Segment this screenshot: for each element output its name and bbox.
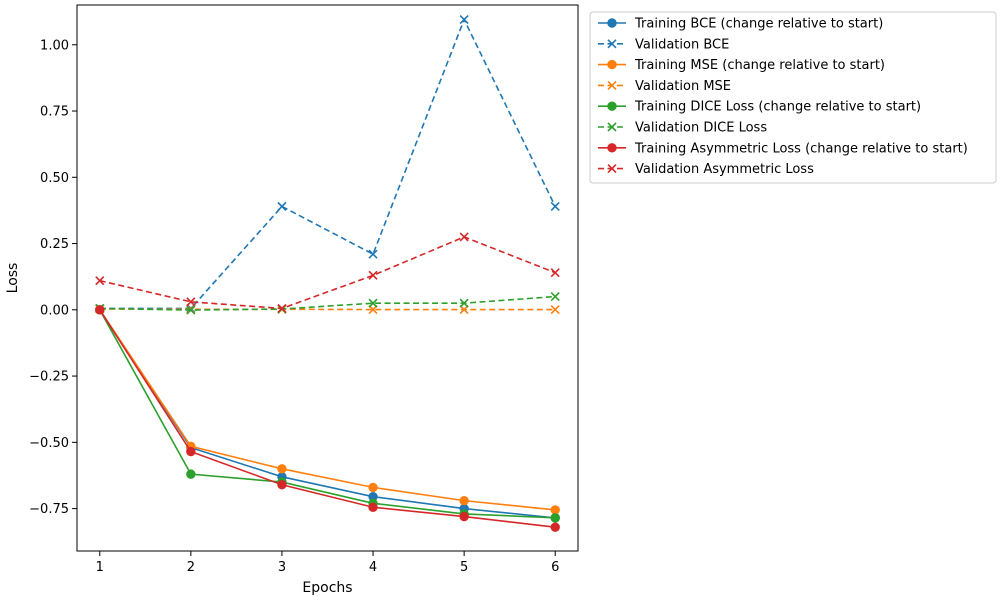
data-point (368, 482, 378, 493)
y-tick-label: 0.50 (40, 171, 69, 186)
x-tick-label: 6 (551, 560, 559, 575)
series-line (99, 309, 556, 528)
series-4 (95, 305, 560, 523)
data-point (277, 201, 287, 212)
data-point (95, 305, 105, 315)
data-point (368, 270, 378, 280)
legend-label: Training DICE Loss (change relative to s… (634, 100, 921, 115)
legend-item: Training MSE (change relative to start) (598, 58, 885, 73)
legend-label: Training BCE (change relative to start) (634, 17, 883, 32)
legend-marker (607, 122, 617, 132)
x-tick-label: 5 (460, 560, 468, 575)
x-tick-label: 4 (369, 560, 377, 575)
plot-area: 1 2 3 4 5 6 1.00 0.75 0.50 0.25 0.00 −0.25 −0.50 −0.7… (29, 4, 579, 575)
y-tick-label: −0.75 (29, 502, 69, 517)
data-point (550, 522, 560, 532)
data-point (277, 303, 287, 314)
legend-marker (607, 80, 617, 90)
legend-label: Validation BCE (635, 37, 729, 52)
legend-label: Training Asymmetric Loss (change relativ… (634, 141, 968, 156)
legend-item: Training DICE Loss (change relative to s… (598, 100, 921, 115)
data-point (186, 297, 196, 307)
legend-marker (607, 59, 617, 70)
y-tick-label: −0.25 (29, 370, 69, 385)
x-tick-label: 2 (187, 560, 195, 575)
x-tick-label: 1 (96, 560, 104, 575)
legend-item: Validation Asymmetric Loss (598, 162, 814, 177)
series-0 (95, 305, 560, 523)
series-1 (95, 15, 560, 314)
series-line (99, 309, 556, 519)
axis-ticks: 1 2 3 4 5 6 1.00 0.75 0.50 0.25 0.00 −0.25 −0.50 −0.7… (29, 38, 559, 575)
series-line (99, 236, 556, 310)
data-point (186, 469, 196, 479)
series-7 (95, 232, 560, 314)
x-tick-label: 3 (278, 560, 286, 575)
legend-label: Validation Asymmetric Loss (635, 162, 814, 177)
data-point (459, 511, 469, 522)
data-point (550, 268, 560, 278)
series-line (99, 309, 556, 519)
data-point (277, 464, 287, 474)
y-tick-label: 0.75 (40, 105, 69, 120)
data-point (368, 298, 378, 308)
series-line (99, 17, 556, 310)
legend-marker (607, 39, 617, 49)
series-layer (95, 15, 560, 532)
legend-marker (607, 164, 617, 174)
data-point (186, 446, 196, 457)
data-point (459, 495, 469, 506)
data-point (550, 201, 560, 212)
y-tick-label: 0.00 (40, 303, 69, 318)
series-line (99, 309, 556, 511)
legend-item: Training BCE (change relative to start) (598, 17, 883, 32)
y-tick-label: 1.00 (40, 38, 69, 53)
legend-item: Validation DICE Loss (598, 121, 767, 136)
legend-item: Training Asymmetric Loss (change relativ… (598, 141, 968, 156)
legend-marker (607, 18, 617, 28)
data-point (95, 276, 105, 286)
data-point (459, 232, 469, 242)
legend-label: Validation MSE (635, 79, 731, 94)
data-point (368, 502, 378, 512)
plot-frame (76, 4, 579, 552)
data-point (550, 304, 560, 315)
series-6 (95, 305, 560, 532)
legend: Training BCE (change relative to start) V… (589, 11, 997, 184)
y-axis-label: Loss (5, 263, 21, 294)
data-point (459, 298, 469, 308)
data-point (186, 305, 196, 315)
legend-marker (607, 143, 617, 153)
data-point (368, 249, 378, 259)
y-tick-label: 0.25 (40, 237, 69, 252)
legend-marker (607, 101, 617, 111)
x-axis-label: Epochs (302, 580, 352, 596)
data-point (459, 15, 469, 25)
legend-item: Validation BCE (598, 37, 729, 52)
data-point (550, 291, 560, 302)
legend-item: Validation MSE (598, 79, 731, 94)
legend-label: Training MSE (change relative to start) (634, 58, 885, 73)
legend-label: Validation DICE Loss (635, 121, 767, 136)
legend-frame (589, 11, 997, 184)
y-tick-label: −0.50 (29, 436, 69, 451)
data-point (550, 505, 560, 515)
series-3 (95, 304, 560, 315)
legend-items: Training BCE (change relative to start) V… (598, 17, 968, 177)
data-point (277, 480, 287, 490)
data-point (550, 513, 560, 523)
